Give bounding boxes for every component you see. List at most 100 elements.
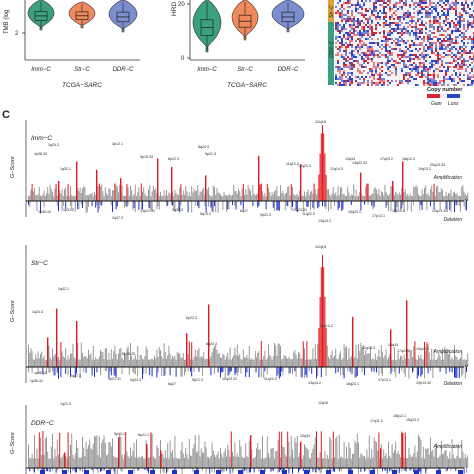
track-str-del-bar bbox=[245, 367, 247, 377]
heatmap-cell bbox=[365, 0, 367, 2]
track-str-del-bar bbox=[464, 367, 466, 379]
track-ddr-del-bar bbox=[306, 468, 308, 472]
track-imm-amp-bar bbox=[295, 195, 297, 201]
heatmap-cell bbox=[471, 22, 473, 24]
heatmap-cells bbox=[335, 0, 474, 86]
heatmap-cell bbox=[337, 70, 339, 72]
track-ddr-del-block bbox=[62, 470, 67, 474]
track-imm-del-bar bbox=[157, 201, 159, 207]
heatmap-cell bbox=[443, 22, 445, 24]
heatmap-cell bbox=[391, 22, 393, 24]
heatmap-cell bbox=[405, 72, 407, 74]
heatmap-cell bbox=[429, 12, 431, 14]
heatmap-cell bbox=[419, 10, 421, 12]
heatmap-cell bbox=[415, 64, 417, 66]
track-ddr-del-bar bbox=[84, 468, 86, 470]
track-imm-amp-bar bbox=[457, 196, 459, 201]
heatmap-cell bbox=[335, 66, 337, 68]
heatmap-cell bbox=[461, 32, 463, 34]
heatmap-cell bbox=[421, 24, 423, 26]
track-ddr-del-bar bbox=[221, 468, 223, 473]
track-ddr-amp-bar bbox=[100, 457, 101, 468]
track-str-amp-bar bbox=[146, 349, 148, 367]
heatmap-cell bbox=[439, 22, 441, 24]
heatmap-cell bbox=[401, 6, 403, 8]
heatmap-cell bbox=[371, 42, 373, 44]
heatmap-cell bbox=[453, 84, 455, 86]
heatmap-cell bbox=[471, 48, 473, 50]
heatmap-cell bbox=[371, 54, 373, 56]
heatmap-cell bbox=[449, 4, 451, 6]
heatmap-cell bbox=[449, 42, 451, 44]
track-imm-del-bar bbox=[173, 201, 175, 210]
track-str-amp-bar bbox=[191, 342, 193, 367]
track-ddr-amp-bar bbox=[252, 458, 254, 468]
track-imm-del-bar bbox=[388, 201, 389, 212]
heatmap-cell bbox=[397, 32, 399, 34]
track-str-amp-bar bbox=[401, 356, 403, 367]
track-str-amp-bar bbox=[241, 359, 243, 367]
heatmap-cell bbox=[459, 30, 461, 32]
heatmap-cell bbox=[415, 66, 417, 68]
heatmap-cell bbox=[453, 42, 455, 44]
track-str-del-bar bbox=[58, 367, 59, 379]
track-ddr-amp-bar bbox=[287, 431, 289, 468]
track-ddr-amp-bar bbox=[85, 441, 87, 468]
track-str-amp-bar bbox=[427, 343, 429, 367]
track-ddr-amp-bar bbox=[349, 447, 351, 468]
track-imm-amp-bar bbox=[217, 192, 219, 201]
track-str-amp-bar bbox=[340, 350, 341, 367]
heatmap-cell bbox=[419, 0, 421, 2]
heatmap-cell bbox=[401, 50, 403, 52]
track-imm-amp-bar bbox=[50, 189, 52, 201]
track-imm-amp-bar bbox=[276, 186, 278, 201]
track-imm-del-bar bbox=[85, 201, 87, 213]
heatmap-cell bbox=[341, 76, 343, 78]
track-str-del-bar bbox=[254, 367, 256, 373]
track-ddr-amp-bar bbox=[174, 435, 176, 468]
track-imm-amp-bar bbox=[230, 195, 232, 201]
heatmap-cell bbox=[391, 16, 393, 18]
heatmap-cell bbox=[447, 78, 449, 80]
track-ddr-del-bar bbox=[280, 468, 281, 470]
heatmap-cell bbox=[363, 26, 365, 28]
heatmap-cell bbox=[387, 32, 389, 34]
track-ddr-amp-bar bbox=[353, 453, 355, 468]
track-str-amp-bar bbox=[318, 328, 320, 367]
track-imm-del-bar bbox=[232, 201, 233, 205]
track-str-del-bar bbox=[278, 367, 280, 379]
heatmap-cell bbox=[443, 52, 445, 54]
track-ddr-amp-bar bbox=[236, 453, 238, 468]
heatmap-cell bbox=[339, 12, 341, 14]
heatmap-cell bbox=[449, 54, 451, 56]
track-imm-amp-bar bbox=[389, 193, 391, 201]
track-str-del-bar bbox=[337, 367, 339, 373]
track-ddr-amp-bar bbox=[445, 450, 447, 468]
heatmap-cell bbox=[371, 50, 373, 52]
track-str-amp-bar bbox=[307, 359, 309, 367]
heatmap-cell bbox=[457, 20, 459, 22]
track-str-del-bar bbox=[42, 367, 44, 375]
heatmap-cell bbox=[377, 0, 379, 2]
heatmap-cell bbox=[437, 58, 439, 60]
track-str-del-bar bbox=[222, 367, 224, 373]
heatmap-cell bbox=[397, 16, 399, 18]
track-str-amp-bar bbox=[124, 352, 125, 367]
track-imm-amp-bar bbox=[97, 186, 99, 201]
heatmap-cell bbox=[369, 52, 371, 54]
heatmap-legend-title: Copy number bbox=[427, 87, 463, 93]
track-imm-amp-bar bbox=[439, 192, 441, 201]
track-imm-amp-bar bbox=[73, 196, 75, 201]
heatmap-cell bbox=[409, 74, 411, 76]
track-str-amp-bar bbox=[431, 348, 433, 367]
track-str-amp-bar bbox=[373, 359, 375, 367]
track-str-del-bar bbox=[52, 367, 53, 372]
track-imm-amp-bar bbox=[248, 188, 250, 201]
track-imm-del-bar bbox=[463, 201, 465, 207]
track-str-del-bar bbox=[445, 367, 447, 374]
heatmap-cell bbox=[441, 46, 443, 48]
track-ddr-amp-bar bbox=[257, 442, 259, 468]
heatmap-cell bbox=[341, 46, 343, 48]
heatmap-cell bbox=[407, 48, 409, 50]
track-str-amp-bar bbox=[120, 348, 122, 367]
